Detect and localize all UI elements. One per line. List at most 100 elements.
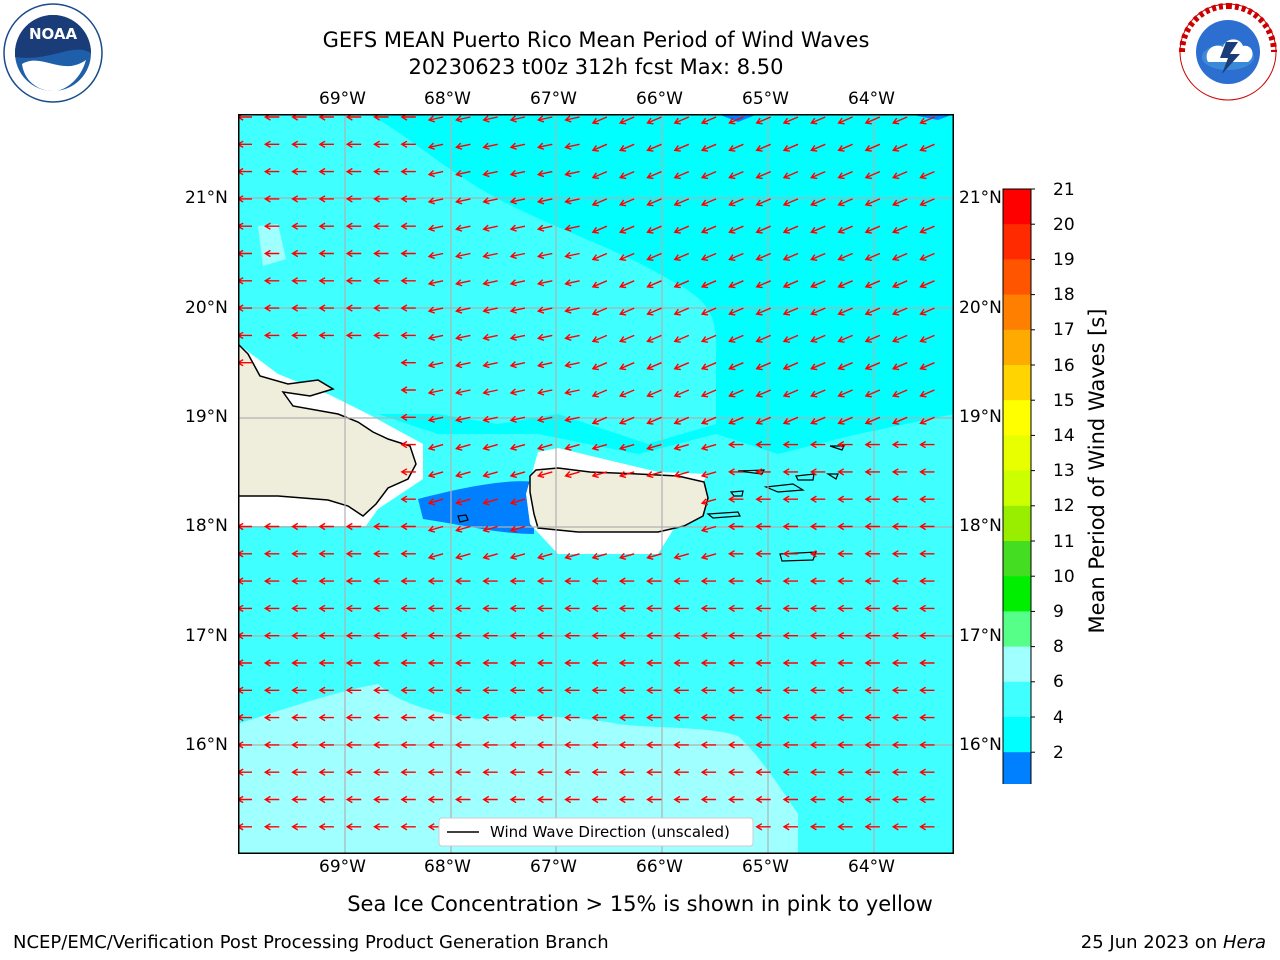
wind-wave-arrow [591,659,607,667]
wind-wave-arrow [427,659,444,667]
wind-wave-arrow [837,659,853,667]
wind-wave-arrow [891,252,908,262]
wind-wave-arrow [919,389,935,398]
wind-wave-arrow [427,333,444,342]
wind-wave-arrow [755,252,771,262]
lon-label-bottom: 65°W [742,857,789,877]
wind-wave-arrow [373,304,389,312]
wind-wave-arrow [810,225,826,234]
wind-wave-arrow [455,251,471,260]
wind-wave-arrow [728,768,744,776]
wind-wave-arrow [864,495,880,503]
wind-wave-arrow [509,768,525,776]
wind-wave-arrow [891,170,908,180]
wind-wave-arrow [700,471,717,479]
wind-wave-arrow [536,741,553,749]
wind-wave-arrow [646,389,662,398]
wind-wave-arrow [891,362,908,371]
lat-label-right: 20°N [959,298,1002,318]
wind-wave-arrow [919,170,935,180]
wind-wave-arrow [728,389,744,398]
wind-wave-arrow [564,795,580,804]
wind-wave-arrow [564,552,580,561]
wind-wave-arrow [673,143,690,152]
wind-wave-arrow [700,280,717,289]
wind-wave-arrow [728,577,744,585]
wind-wave-arrow [646,713,662,722]
wind-wave-arrow [837,170,853,180]
wind-wave-arrow [345,604,362,613]
wind-wave-arrow [455,142,471,150]
wind-wave-arrow [864,741,880,749]
wind-wave-arrow [809,440,826,449]
wind-wave-arrow [837,741,853,749]
wind-wave-arrow [673,307,690,316]
wind-wave-arrow [238,140,252,148]
wind-wave-arrow [782,577,798,585]
wind-wave-arrow [864,468,880,476]
wind-wave-arrow [482,388,498,396]
wind-wave-arrow [345,522,362,531]
wind-wave-arrow [427,388,444,396]
wind-wave-arrow [755,170,771,180]
lat-label-left: 21°N [185,188,228,208]
wind-wave-arrow [455,741,471,749]
wind-wave-arrow [755,713,771,722]
wind-wave-arrow [646,334,662,343]
wind-wave-arrow [238,222,252,230]
wind-wave-arrow [728,550,744,558]
wind-wave-arrow [891,713,908,722]
wind-wave-arrow [618,768,635,776]
map-legend: Wind Wave Direction (unscaled) [438,817,754,847]
wind-wave-arrow [700,198,717,207]
wind-wave-arrow [809,659,826,667]
wind-wave-arrow [810,252,826,262]
wind-wave-arrow [263,140,280,148]
lat-label-right: 21°N [959,188,1002,208]
wind-wave-arrow [591,307,608,316]
wind-wave-arrow [345,632,362,640]
wind-wave-arrow [782,768,798,776]
wind-wave-arrow [536,768,553,776]
wind-wave-arrow [427,471,444,479]
wind-wave-arrow [509,659,525,667]
wind-wave-arrow [673,686,689,694]
wind-wave-arrow [782,550,798,558]
wind-wave-arrow [455,768,471,776]
wind-wave-arrow [455,659,471,667]
lat-label-left: 20°N [185,298,228,318]
wind-wave-arrow [291,604,307,613]
wind-wave-arrow [919,280,935,289]
wind-wave-arrow [891,741,908,749]
wind-wave-arrow [700,143,717,152]
wind-wave-arrow [345,577,362,585]
colorbar-tick: 10 [1053,567,1075,587]
wind-wave-arrow [564,115,580,123]
wind-wave-arrow [427,224,444,232]
wind-wave-arrow [673,552,689,561]
legend-label: Wind Wave Direction (unscaled) [490,823,730,841]
wind-wave-arrow [728,659,744,667]
wind-wave-arrow [919,659,935,667]
wind-wave-arrow [455,224,471,232]
wind-wave-arrow [755,307,771,316]
wind-wave-arrow [700,577,717,585]
wind-wave-arrow [646,604,662,613]
wind-wave-arrow [238,550,252,558]
wind-wave-arrow [919,495,935,503]
wind-wave-arrow [564,251,580,260]
wind-wave-arrow [482,659,498,667]
wind-wave-arrow [809,632,826,640]
wind-wave-arrow [837,307,853,316]
wind-wave-arrow [646,307,662,316]
wind-wave-arrow [837,823,853,831]
wind-wave-arrow [318,741,334,749]
wind-wave-arrow [373,331,389,340]
wind-wave-arrow [291,195,307,203]
wind-wave-arrow [345,167,362,176]
wind-wave-arrow [591,334,608,343]
wind-wave-arrow [564,686,580,694]
wind-wave-arrow [509,224,526,232]
wind-wave-arrow [646,280,662,289]
wind-wave-arrow [482,224,498,232]
